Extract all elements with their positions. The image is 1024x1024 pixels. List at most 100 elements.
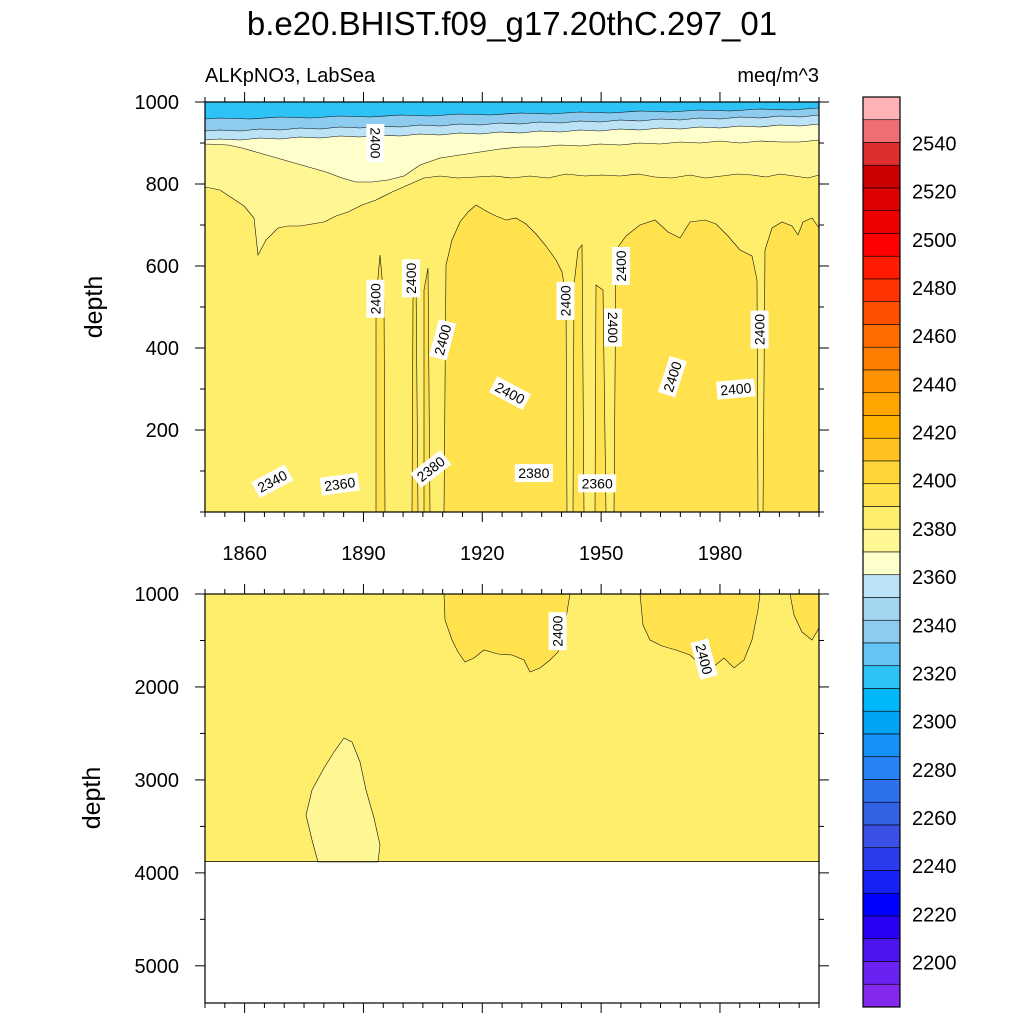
colorbar-swatch [862, 665, 901, 689]
contour-label-bg [366, 124, 385, 162]
x-tick-label: 1980 [698, 543, 743, 565]
colorbar-swatch [862, 324, 901, 348]
upper-axis-ticks: 1860 1890 1920 1950 1980 200 400 600 800 1000 [135, 92, 829, 565]
x-tick-label: 1860 [222, 543, 267, 565]
colorbar-swatch [862, 915, 901, 940]
contour-label-text: 2400 [720, 380, 753, 399]
y-tick-label: 4000 [135, 863, 180, 885]
colorbar-label: 2340 [912, 615, 957, 637]
upper-band-2400 [613, 219, 759, 512]
subtitle-right: meq/m^3 [737, 65, 819, 87]
colorbar-label: 2260 [912, 808, 957, 830]
colorbar-swatch [862, 801, 901, 826]
contour-label: 2400 [604, 308, 623, 347]
contour-label: 2400 [366, 124, 385, 162]
contour-label-bg [319, 472, 360, 496]
colorbar-swatch [862, 369, 901, 394]
colorbar-swatch [862, 551, 901, 576]
lower-ylabel: depth [78, 767, 106, 830]
lower-panel: 1000 2000 3000 4000 5000 2400 2400 depth [78, 584, 829, 1013]
colorbar-swatch [862, 187, 901, 212]
y-tick-label: 3000 [135, 770, 180, 792]
contour-label-bg [489, 376, 532, 410]
colorbar-swatch [862, 642, 901, 667]
x-tick-label: 1950 [579, 543, 624, 565]
colorbar-swatch [862, 710, 901, 735]
lower-axis-ticks: 1000 2000 3000 4000 5000 [135, 584, 829, 1013]
contour-label: 2380 [514, 464, 553, 483]
colorbar-swatch [862, 460, 901, 485]
colorbar-swatch [862, 210, 901, 234]
y-tick-label: 1000 [135, 92, 180, 114]
colorbar-label: 2280 [912, 760, 957, 782]
colorbar-swatch [862, 983, 901, 1008]
y-tick-label: 5000 [135, 956, 180, 978]
colorbar-label: 2460 [912, 326, 957, 348]
y-tick-label: 200 [146, 420, 179, 442]
colorbar-swatch [862, 779, 901, 803]
contour-label-bg [604, 308, 623, 347]
contour-label: 2400 [750, 310, 769, 349]
contour-label-text: 2400 [605, 312, 621, 343]
colorbar-swatch [862, 96, 901, 121]
contour-label-text: 2400 [403, 263, 419, 294]
contour-label: 2400 [401, 259, 420, 298]
y-tick-label: 800 [146, 174, 179, 196]
contour-label-bg [658, 355, 687, 398]
upper-band-2400 [572, 244, 585, 512]
y-tick-label: 2000 [135, 677, 180, 699]
contour-label-text: 2360 [323, 474, 356, 494]
lower-frame [204, 593, 820, 1004]
contour-label-bg [556, 281, 575, 320]
contour-label-bg [429, 319, 457, 361]
contour-label-bg [251, 464, 294, 499]
colorbar-swatch [862, 346, 901, 371]
colorbar-swatch [862, 597, 901, 621]
colorbar-swatch [862, 574, 901, 598]
lower-band-2400 [789, 594, 819, 641]
lower-band-2380 [305, 737, 381, 863]
contour-label-text: 2400 [557, 285, 573, 316]
colorbar-label: 2380 [912, 519, 957, 541]
contour-label-text: 2400 [613, 250, 629, 281]
upper-band-2400 [423, 267, 431, 512]
y-tick-label: 600 [146, 256, 179, 278]
colorbar-label: 2420 [912, 423, 957, 445]
contour-label: 2400 [556, 281, 575, 320]
contour-label: 2400 [429, 319, 457, 361]
contour-label: 2400 [611, 247, 630, 285]
lower-contour-labels: 2400 2400 [548, 612, 718, 680]
colorbar-swatch [862, 870, 901, 894]
colorbar-label: 2520 [912, 182, 957, 204]
colorbar-swatch [862, 733, 901, 758]
colorbar-label: 2360 [912, 567, 957, 589]
colorbar-swatch [862, 506, 901, 530]
contour-label-text: 2400 [367, 283, 383, 314]
contour-label-bg [514, 464, 553, 483]
colorbar-swatch [862, 938, 901, 962]
colorbar-swatch [862, 892, 901, 917]
upper-band-2300 [205, 102, 819, 120]
colorbar-label: 2500 [912, 230, 957, 252]
colorbar-label: 2200 [912, 953, 957, 975]
colorbar-swatch [862, 233, 901, 257]
contour-label-bg [401, 259, 420, 298]
colorbar-swatch [862, 824, 901, 849]
contour-label-bg [578, 474, 617, 493]
colorbar-swatch [862, 392, 901, 416]
upper-ylabel: depth [80, 276, 108, 339]
contour-label-text: 2400 [431, 322, 455, 356]
y-tick-label: 400 [146, 338, 179, 360]
chart-title: b.e20.BHIST.f09_g17.20thC.297_01 [247, 5, 777, 42]
contour-label-text: 2360 [582, 475, 613, 491]
colorbar-label: 2480 [912, 278, 957, 300]
colorbar-swatch [862, 756, 901, 780]
colorbar-frame [862, 96, 901, 1008]
colorbar-label: 2400 [912, 471, 957, 493]
contour-label: 2400 [366, 279, 385, 318]
contour-label-bg [750, 310, 769, 349]
colorbar-swatch [862, 961, 901, 985]
colorbar-swatch [862, 142, 901, 166]
